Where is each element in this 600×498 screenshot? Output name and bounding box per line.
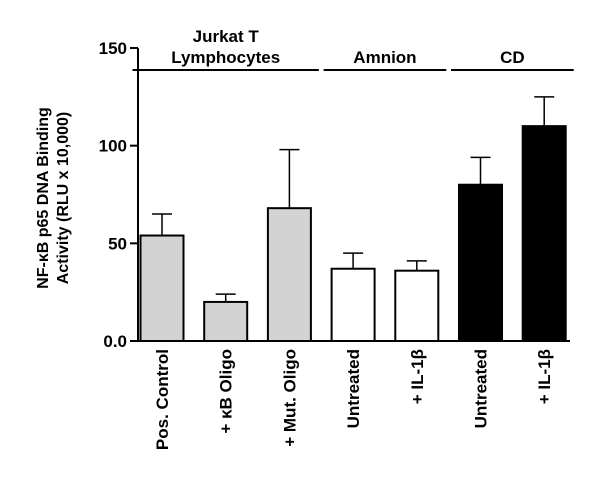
bar — [266, 207, 312, 342]
y-tick-label: 100 — [99, 137, 127, 156]
group-label: CD — [500, 48, 525, 67]
group-labels: Jurkat T Lymphocytes Amnion CD — [132, 27, 574, 71]
y-tick-label: 0.0 — [103, 332, 127, 351]
group-label: Jurkat T — [193, 27, 260, 46]
x-tick-label: + IL-1β — [535, 349, 554, 404]
x-tick-label: Untreated — [472, 349, 491, 428]
x-tick-label: + Mut. Oligo — [280, 349, 299, 447]
bar — [521, 125, 567, 342]
y-tick-label: 150 — [99, 39, 127, 58]
x-tick-label: + κB Oligo — [217, 349, 236, 434]
x-tick-label: Untreated — [344, 349, 363, 428]
bar — [139, 234, 185, 343]
bars — [139, 96, 567, 343]
bar — [458, 183, 503, 342]
x-tick-label: + IL-1β — [408, 349, 427, 404]
group-label: Lymphocytes — [171, 48, 280, 67]
bar — [394, 269, 440, 342]
x-tick-labels: Pos. Control + κB Oligo + Mut. Oligo Untrea… — [153, 349, 554, 450]
y-axis-title: NF-κB p65 DNA Binding Activity (RLU x 10… — [35, 107, 72, 289]
x-tick-label: Pos. Control — [153, 349, 172, 450]
y-tick-label: 50 — [108, 234, 127, 253]
y-axis-title-line1: NF-κB p65 DNA Binding — [35, 107, 52, 289]
bar — [203, 300, 249, 342]
y-axis-title-line2: Activity (RLU x 10,000) — [55, 112, 72, 285]
bar — [330, 267, 376, 342]
group-label: Amnion — [353, 48, 416, 67]
